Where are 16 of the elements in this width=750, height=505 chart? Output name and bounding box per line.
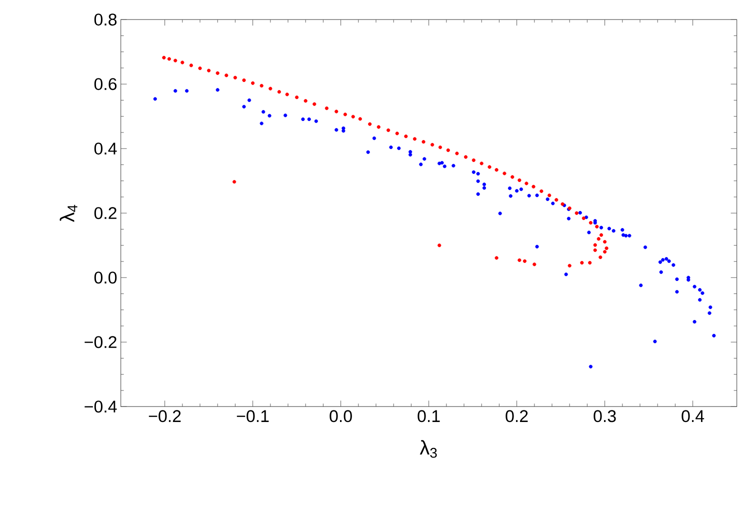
y-axis-title: λ$_{4}$ xyxy=(60,204,78,222)
y-tick-label: 0.0 xyxy=(94,272,117,284)
y-tick-label: 0.6 xyxy=(94,78,117,90)
x-tick-label: 0.1 xyxy=(418,410,440,422)
x-tick-label: −0.2 xyxy=(148,410,181,422)
x-tick-label: −0.1 xyxy=(236,410,269,422)
x-tick-label: 0.0 xyxy=(330,410,352,422)
x-tick-label: 0.4 xyxy=(682,410,704,422)
y-tick-label: 0.4 xyxy=(94,142,117,155)
y-tick-label: 0.2 xyxy=(94,207,116,220)
y-tick-label: 0.8 xyxy=(94,14,117,26)
x-axis-title: λ$_{3}$ xyxy=(420,440,437,458)
x-tick-label: 0.2 xyxy=(506,410,528,422)
y-tick-label: −0.4 xyxy=(84,400,117,413)
y-tick-label: −0.2 xyxy=(84,336,116,348)
x-tick-label: 0.3 xyxy=(594,410,616,422)
